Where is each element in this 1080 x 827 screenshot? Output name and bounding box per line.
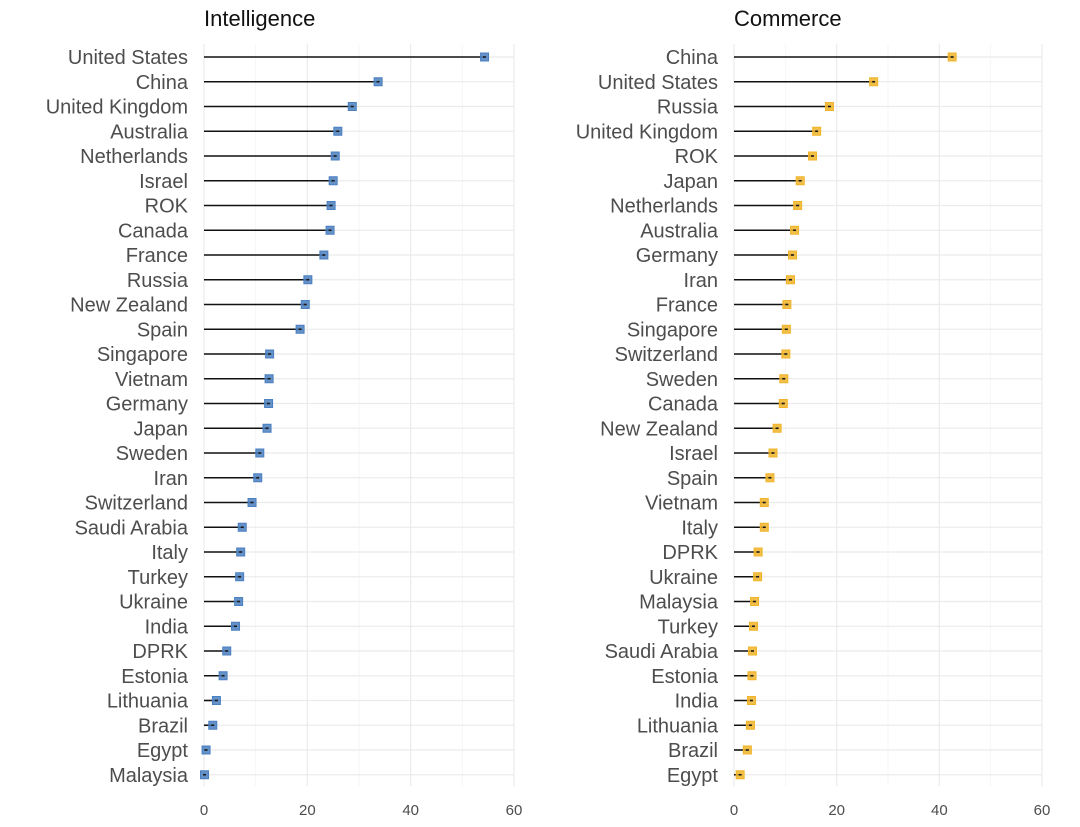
category-label: Russia xyxy=(657,97,719,119)
category-label: Singapore xyxy=(627,319,718,341)
category-label: Estonia xyxy=(651,666,719,688)
category-label: Netherlands xyxy=(80,146,188,168)
category-label: Sweden xyxy=(646,369,718,391)
category-label: India xyxy=(145,616,189,638)
category-label: India xyxy=(675,691,719,713)
category-label: DPRK xyxy=(132,641,188,663)
category-label: Egypt xyxy=(137,740,189,762)
panel-0: Intelligence 0 20 40 60 United States China Uni… xyxy=(46,6,523,819)
category-label: Vietnam xyxy=(645,493,718,515)
category-label: Japan xyxy=(134,418,189,440)
category-label: ROK xyxy=(145,196,189,218)
category-label: Brazil xyxy=(668,740,718,762)
x-tick-label: 20 xyxy=(299,802,316,819)
x-tick-label: 20 xyxy=(828,802,845,819)
category-label: Lithuania xyxy=(637,715,719,737)
category-label: Australia xyxy=(110,121,189,143)
category-label: Spain xyxy=(667,468,718,490)
category-label: France xyxy=(656,295,718,317)
category-label: Canada xyxy=(118,220,189,242)
panel-title: Commerce xyxy=(734,6,842,31)
category-label: Brazil xyxy=(138,715,188,737)
x-tick-label: 0 xyxy=(200,802,208,819)
category-label: United Kingdom xyxy=(46,97,188,119)
category-label: Malaysia xyxy=(639,592,719,614)
category-label: Ukraine xyxy=(119,592,188,614)
category-label: Germany xyxy=(636,245,718,267)
category-label: Japan xyxy=(664,171,719,193)
category-label: Turkey xyxy=(128,567,188,589)
category-label: Estonia xyxy=(121,666,189,688)
category-label: Iran xyxy=(684,270,718,292)
category-label: Australia xyxy=(640,220,719,242)
category-label: United States xyxy=(598,72,718,94)
x-tick-label: 40 xyxy=(931,802,948,819)
category-label: Ukraine xyxy=(649,567,718,589)
category-label: Canada xyxy=(648,394,719,416)
category-label: China xyxy=(666,47,719,69)
category-label: Spain xyxy=(137,319,188,341)
category-label: Egypt xyxy=(667,765,719,787)
category-label: United Kingdom xyxy=(576,121,718,143)
category-label: Italy xyxy=(151,542,188,564)
category-label: Iran xyxy=(154,468,188,490)
category-label: DPRK xyxy=(662,542,718,564)
x-tick-label: 40 xyxy=(402,802,419,819)
category-label: Italy xyxy=(681,517,718,539)
category-label: New Zealand xyxy=(70,295,188,317)
category-label: United States xyxy=(68,47,188,69)
category-label: Switzerland xyxy=(615,344,718,366)
category-label: Vietnam xyxy=(115,369,188,391)
category-label: Turkey xyxy=(658,616,718,638)
category-label: Singapore xyxy=(97,344,188,366)
category-label: China xyxy=(136,72,189,94)
category-label: Israel xyxy=(139,171,188,193)
category-label: ROK xyxy=(675,146,719,168)
category-label: Malaysia xyxy=(109,765,189,787)
category-label: Sweden xyxy=(116,443,188,465)
x-tick-label: 0 xyxy=(730,802,738,819)
category-label: New Zealand xyxy=(600,418,718,440)
category-label: Saudi Arabia xyxy=(75,517,189,539)
category-label: France xyxy=(126,245,188,267)
category-label: Russia xyxy=(127,270,189,292)
category-label: Saudi Arabia xyxy=(605,641,719,663)
x-tick-label: 60 xyxy=(506,802,523,819)
category-label: Netherlands xyxy=(610,196,718,218)
panel-title: Intelligence xyxy=(204,6,315,31)
x-tick-label: 60 xyxy=(1034,802,1051,819)
category-label: Lithuania xyxy=(107,691,189,713)
category-label: Switzerland xyxy=(85,493,188,515)
category-label: Germany xyxy=(106,394,188,416)
category-label: Israel xyxy=(669,443,718,465)
